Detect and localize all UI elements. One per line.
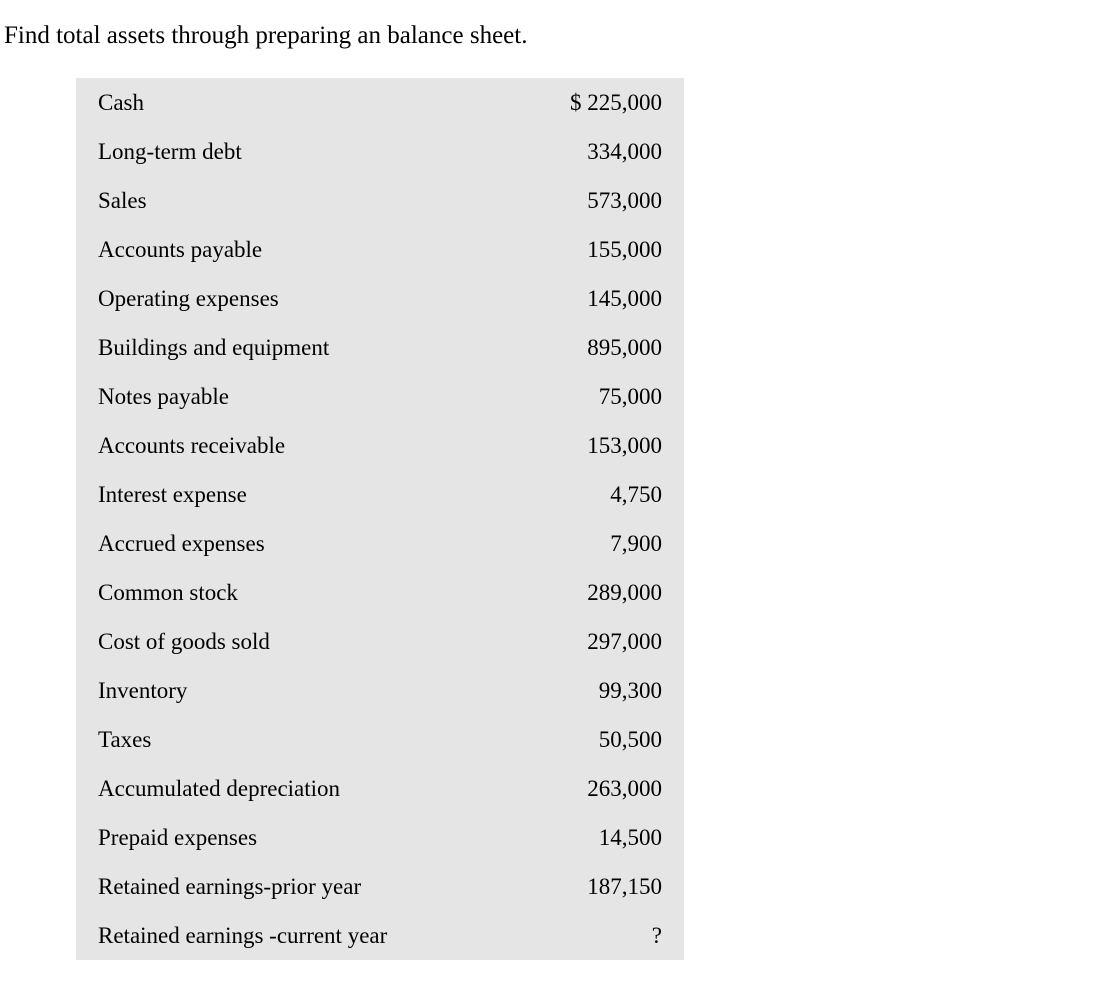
row-label: Sales [76, 176, 508, 225]
row-value: ? [508, 911, 684, 960]
row-value: 263,000 [508, 764, 684, 813]
row-value: 155,000 [508, 225, 684, 274]
row-label: Inventory [76, 666, 508, 715]
table-row: Prepaid expenses 14,500 [76, 813, 684, 862]
row-label: Cost of goods sold [76, 617, 508, 666]
row-value: 14,500 [508, 813, 684, 862]
row-value: 334,000 [508, 127, 684, 176]
table-row: Accounts receivable 153,000 [76, 421, 684, 470]
row-value: 50,500 [508, 715, 684, 764]
row-label: Buildings and equipment [76, 323, 508, 372]
row-label: Accrued expenses [76, 519, 508, 568]
row-value: 4,750 [508, 470, 684, 519]
table-row: Sales 573,000 [76, 176, 684, 225]
row-value: 153,000 [508, 421, 684, 470]
row-value: 289,000 [508, 568, 684, 617]
table-row: Accrued expenses 7,900 [76, 519, 684, 568]
table-row: Accumulated depreciation 263,000 [76, 764, 684, 813]
row-value: 145,000 [508, 274, 684, 323]
table-row: Interest expense 4,750 [76, 470, 684, 519]
row-label: Accounts receivable [76, 421, 508, 470]
table-row: Retained earnings-prior year 187,150 [76, 862, 684, 911]
row-value: $ 225,000 [508, 78, 684, 127]
table-row: Taxes 50,500 [76, 715, 684, 764]
row-value: 573,000 [508, 176, 684, 225]
balance-sheet-table-container: Cash $ 225,000 Long-term debt 334,000 Sa… [76, 78, 684, 960]
balance-sheet-table: Cash $ 225,000 Long-term debt 334,000 Sa… [76, 78, 684, 960]
row-label: Prepaid expenses [76, 813, 508, 862]
table-row: Long-term debt 334,000 [76, 127, 684, 176]
row-label: Accumulated depreciation [76, 764, 508, 813]
table-row: Buildings and equipment 895,000 [76, 323, 684, 372]
balance-sheet-table-body: Cash $ 225,000 Long-term debt 334,000 Sa… [76, 78, 684, 960]
row-label: Accounts payable [76, 225, 508, 274]
row-label: Notes payable [76, 372, 508, 421]
table-row: Inventory 99,300 [76, 666, 684, 715]
table-row: Notes payable 75,000 [76, 372, 684, 421]
table-row: Accounts payable 155,000 [76, 225, 684, 274]
row-label: Interest expense [76, 470, 508, 519]
row-label: Taxes [76, 715, 508, 764]
table-row: Cost of goods sold 297,000 [76, 617, 684, 666]
table-row: Operating expenses 145,000 [76, 274, 684, 323]
table-row: Common stock 289,000 [76, 568, 684, 617]
row-value: 895,000 [508, 323, 684, 372]
row-label: Cash [76, 78, 508, 127]
row-value: 187,150 [508, 862, 684, 911]
row-label: Long-term debt [76, 127, 508, 176]
row-value: 75,000 [508, 372, 684, 421]
row-value: 297,000 [508, 617, 684, 666]
table-row: Retained earnings -current year ? [76, 911, 684, 960]
row-value: 7,900 [508, 519, 684, 568]
row-label: Common stock [76, 568, 508, 617]
row-label: Retained earnings-prior year [76, 862, 508, 911]
row-label: Operating expenses [76, 274, 508, 323]
page-heading: Find total assets through preparing an b… [4, 22, 1090, 50]
row-label: Retained earnings -current year [76, 911, 508, 960]
row-value: 99,300 [508, 666, 684, 715]
table-row: Cash $ 225,000 [76, 78, 684, 127]
